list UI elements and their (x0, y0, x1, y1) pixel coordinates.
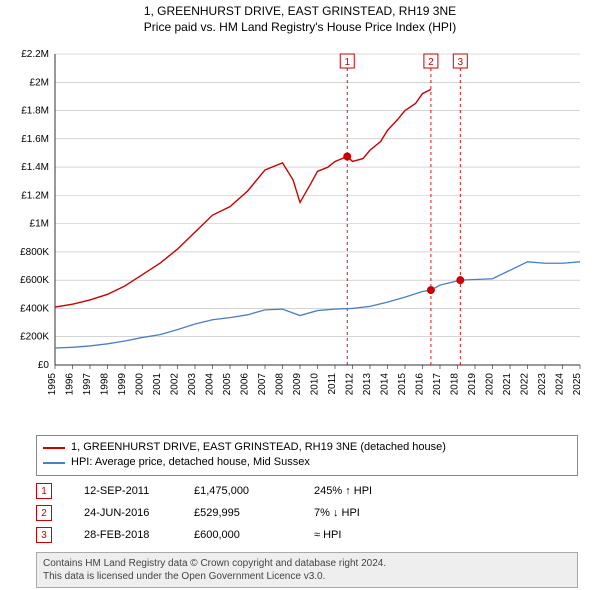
svg-text:1999: 1999 (117, 373, 128, 396)
attribution-line2: This data is licensed under the Open Gov… (43, 570, 571, 583)
svg-text:£1M: £1M (30, 219, 49, 230)
svg-text:3: 3 (458, 57, 464, 68)
svg-text:£2.2M: £2.2M (21, 49, 49, 60)
svg-text:1995: 1995 (47, 373, 58, 396)
svg-text:2025: 2025 (572, 373, 583, 396)
svg-text:2011: 2011 (327, 373, 338, 395)
event-date: 12-SEP-2011 (84, 485, 194, 497)
svg-text:1998: 1998 (100, 373, 111, 396)
svg-text:2006: 2006 (240, 373, 251, 396)
legend-label-property: 1, GREENHURST DRIVE, EAST GRINSTEAD, RH1… (71, 440, 446, 455)
svg-text:2002: 2002 (170, 373, 181, 396)
legend-label-hpi: HPI: Average price, detached house, Mid … (71, 455, 310, 470)
svg-text:2024: 2024 (555, 373, 566, 396)
legend-swatch-property (43, 447, 65, 449)
legend: 1, GREENHURST DRIVE, EAST GRINSTEAD, RH1… (36, 435, 578, 476)
svg-text:£1.2M: £1.2M (21, 190, 49, 201)
event-badge-1: 1 (36, 483, 52, 499)
svg-text:2018: 2018 (450, 373, 461, 396)
event-row: 1 12-SEP-2011 £1,475,000 245% ↑ HPI (36, 480, 434, 502)
chart-container: 1, GREENHURST DRIVE, EAST GRINSTEAD, RH1… (0, 0, 600, 590)
event-row: 2 24-JUN-2016 £529,995 7% ↓ HPI (36, 502, 434, 524)
svg-text:£1.4M: £1.4M (21, 162, 49, 173)
svg-text:£1.8M: £1.8M (21, 106, 49, 117)
event-pct: 245% ↑ HPI (314, 485, 434, 497)
svg-text:2003: 2003 (187, 373, 198, 396)
svg-text:2020: 2020 (485, 373, 496, 396)
event-price: £600,000 (194, 529, 314, 541)
svg-text:2016: 2016 (415, 373, 426, 396)
svg-text:2005: 2005 (222, 373, 233, 396)
svg-text:2: 2 (428, 57, 434, 68)
svg-text:2012: 2012 (345, 373, 356, 396)
svg-text:2009: 2009 (292, 373, 303, 396)
svg-text:£600K: £600K (20, 275, 49, 286)
price-chart: £0£200K£400K£600K£800K£1M£1.2M£1.4M£1.6M… (55, 48, 585, 403)
svg-text:2022: 2022 (520, 373, 531, 396)
event-badge-3: 3 (36, 527, 52, 543)
attribution-line1: Contains HM Land Registry data © Crown c… (43, 557, 571, 570)
event-date: 28-FEB-2018 (84, 529, 194, 541)
svg-text:£2M: £2M (30, 77, 49, 88)
chart-title-line1: 1, GREENHURST DRIVE, EAST GRINSTEAD, RH1… (0, 0, 600, 20)
svg-text:2010: 2010 (310, 373, 321, 396)
svg-text:2021: 2021 (502, 373, 513, 396)
event-pct: 7% ↓ HPI (314, 507, 434, 519)
event-price: £1,475,000 (194, 485, 314, 497)
event-row: 3 28-FEB-2018 £600,000 ≈ HPI (36, 524, 434, 546)
event-pct: ≈ HPI (314, 529, 434, 541)
legend-item-property: 1, GREENHURST DRIVE, EAST GRINSTEAD, RH1… (43, 440, 571, 455)
svg-text:1996: 1996 (65, 373, 76, 396)
svg-text:2001: 2001 (152, 373, 163, 396)
svg-text:£0: £0 (38, 360, 50, 371)
svg-text:£1.6M: £1.6M (21, 134, 49, 145)
event-table: 1 12-SEP-2011 £1,475,000 245% ↑ HPI 2 24… (36, 480, 434, 546)
event-price: £529,995 (194, 507, 314, 519)
svg-text:1: 1 (344, 57, 350, 68)
svg-text:2023: 2023 (537, 373, 548, 396)
svg-text:2008: 2008 (275, 373, 286, 396)
svg-text:2000: 2000 (135, 373, 146, 396)
legend-swatch-hpi (43, 462, 65, 464)
svg-text:2004: 2004 (205, 373, 216, 396)
svg-text:2019: 2019 (467, 373, 478, 396)
event-badge-2: 2 (36, 505, 52, 521)
svg-text:1997: 1997 (82, 373, 93, 396)
chart-title-line2: Price paid vs. HM Land Registry's House … (0, 20, 600, 36)
svg-text:2017: 2017 (432, 373, 443, 396)
svg-text:2014: 2014 (380, 373, 391, 396)
legend-item-hpi: HPI: Average price, detached house, Mid … (43, 455, 571, 470)
svg-text:£800K: £800K (20, 247, 49, 258)
svg-text:2007: 2007 (257, 373, 268, 396)
svg-text:£200K: £200K (20, 332, 49, 343)
svg-text:2015: 2015 (397, 373, 408, 396)
svg-text:2013: 2013 (362, 373, 373, 396)
event-date: 24-JUN-2016 (84, 507, 194, 519)
attribution-box: Contains HM Land Registry data © Crown c… (36, 552, 578, 588)
svg-text:£400K: £400K (20, 303, 49, 314)
